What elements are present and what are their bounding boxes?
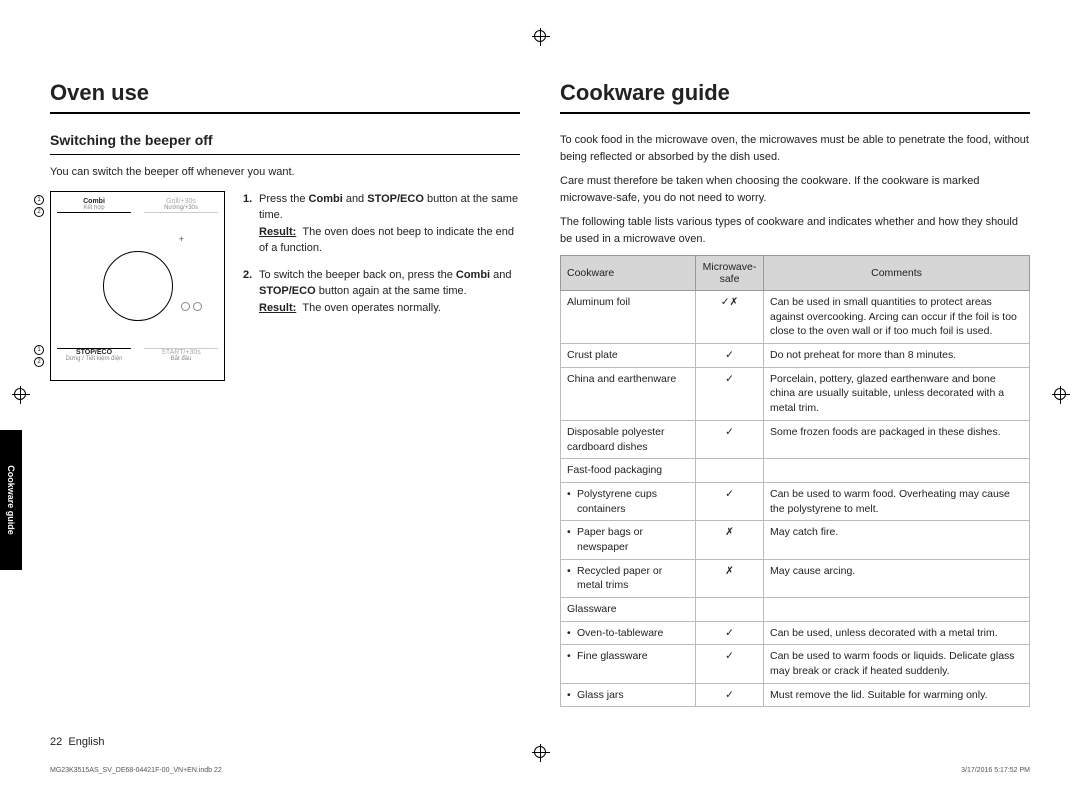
table-header-cookware: Cookware: [561, 256, 696, 291]
rule: [50, 112, 520, 114]
table-row: Aluminum foil✓✗Can be used in small quan…: [561, 291, 1030, 344]
table-row: Fine glassware✓Can be used to warm foods…: [561, 645, 1030, 683]
rule: [560, 112, 1030, 114]
print-footer: MG23K3515AS_SV_DE68-04421F-00_VN+EN.indb…: [50, 767, 1030, 774]
heading-cookware: Cookware guide: [560, 80, 1030, 106]
paragraph: To cook food in the microwave oven, the …: [560, 132, 1030, 165]
panel-btn-start: START/+30s Bắt đầu: [144, 347, 218, 362]
page-number: 22: [50, 736, 62, 748]
page-footer: 22 English: [50, 736, 1030, 748]
table-row: Paper bags or newspaper✗May catch fire.: [561, 521, 1030, 559]
cookware-table: Cookware Microwave-safe Comments Aluminu…: [560, 255, 1030, 707]
panel-dial: [103, 251, 173, 321]
table-row: Recycled paper or metal trims✗May cause …: [561, 559, 1030, 597]
table-row: Oven-to-tableware✓Can be used, unless de…: [561, 621, 1030, 645]
table-row: Disposable polyester cardboard dishes✓So…: [561, 420, 1030, 458]
step-item: To switch the beeper back on, press the …: [243, 267, 520, 317]
side-tab-label: Cookware guide: [6, 465, 16, 535]
table-header-comments: Comments: [764, 256, 1030, 291]
table-header-safe: Microwave-safe: [696, 256, 764, 291]
paragraph: The following table lists various types …: [560, 214, 1030, 247]
subheading-beeper: Switching the beeper off: [50, 132, 520, 148]
control-panel-diagram: Combi Kết hợp Grill/+30s Nướng/+30s +: [50, 191, 225, 381]
panel-numbers-bot: 1 2: [34, 345, 44, 367]
print-file: MG23K3515AS_SV_DE68-04421F-00_VN+EN.indb…: [50, 767, 222, 774]
table-row: Glass jars✓Must remove the lid. Suitable…: [561, 683, 1030, 707]
table-row: Fast-food packaging: [561, 459, 1030, 483]
panel-btn-grill: Grill/+30s Nướng/+30s: [144, 198, 218, 213]
step-item: Press the Combi and STOP/ECO button at t…: [243, 191, 520, 257]
panel-btn-stop: STOP/ECO Dừng / Tiết kiệm điện: [57, 347, 131, 362]
page-lang: English: [68, 736, 104, 748]
sub-rule: [50, 154, 520, 155]
print-timestamp: 3/17/2016 5:17:52 PM: [961, 767, 1030, 774]
panel-numbers-top: 1 2: [34, 195, 44, 217]
intro-text: You can switch the beeper off whenever y…: [50, 165, 520, 181]
side-tab: Cookware guide: [0, 430, 22, 570]
table-row: Polystyrene cups containers✓Can be used …: [561, 482, 1030, 520]
steps-list: Press the Combi and STOP/ECO button at t…: [243, 191, 520, 327]
paragraph: Care must therefore be taken when choosi…: [560, 173, 1030, 206]
table-row: China and earthenware✓Porcelain, pottery…: [561, 367, 1030, 420]
panel-btn-combi: Combi Kết hợp: [57, 198, 131, 213]
table-row: Crust plate✓Do not preheat for more than…: [561, 344, 1030, 368]
heading-oven-use: Oven use: [50, 80, 520, 106]
table-row: Glassware: [561, 598, 1030, 622]
